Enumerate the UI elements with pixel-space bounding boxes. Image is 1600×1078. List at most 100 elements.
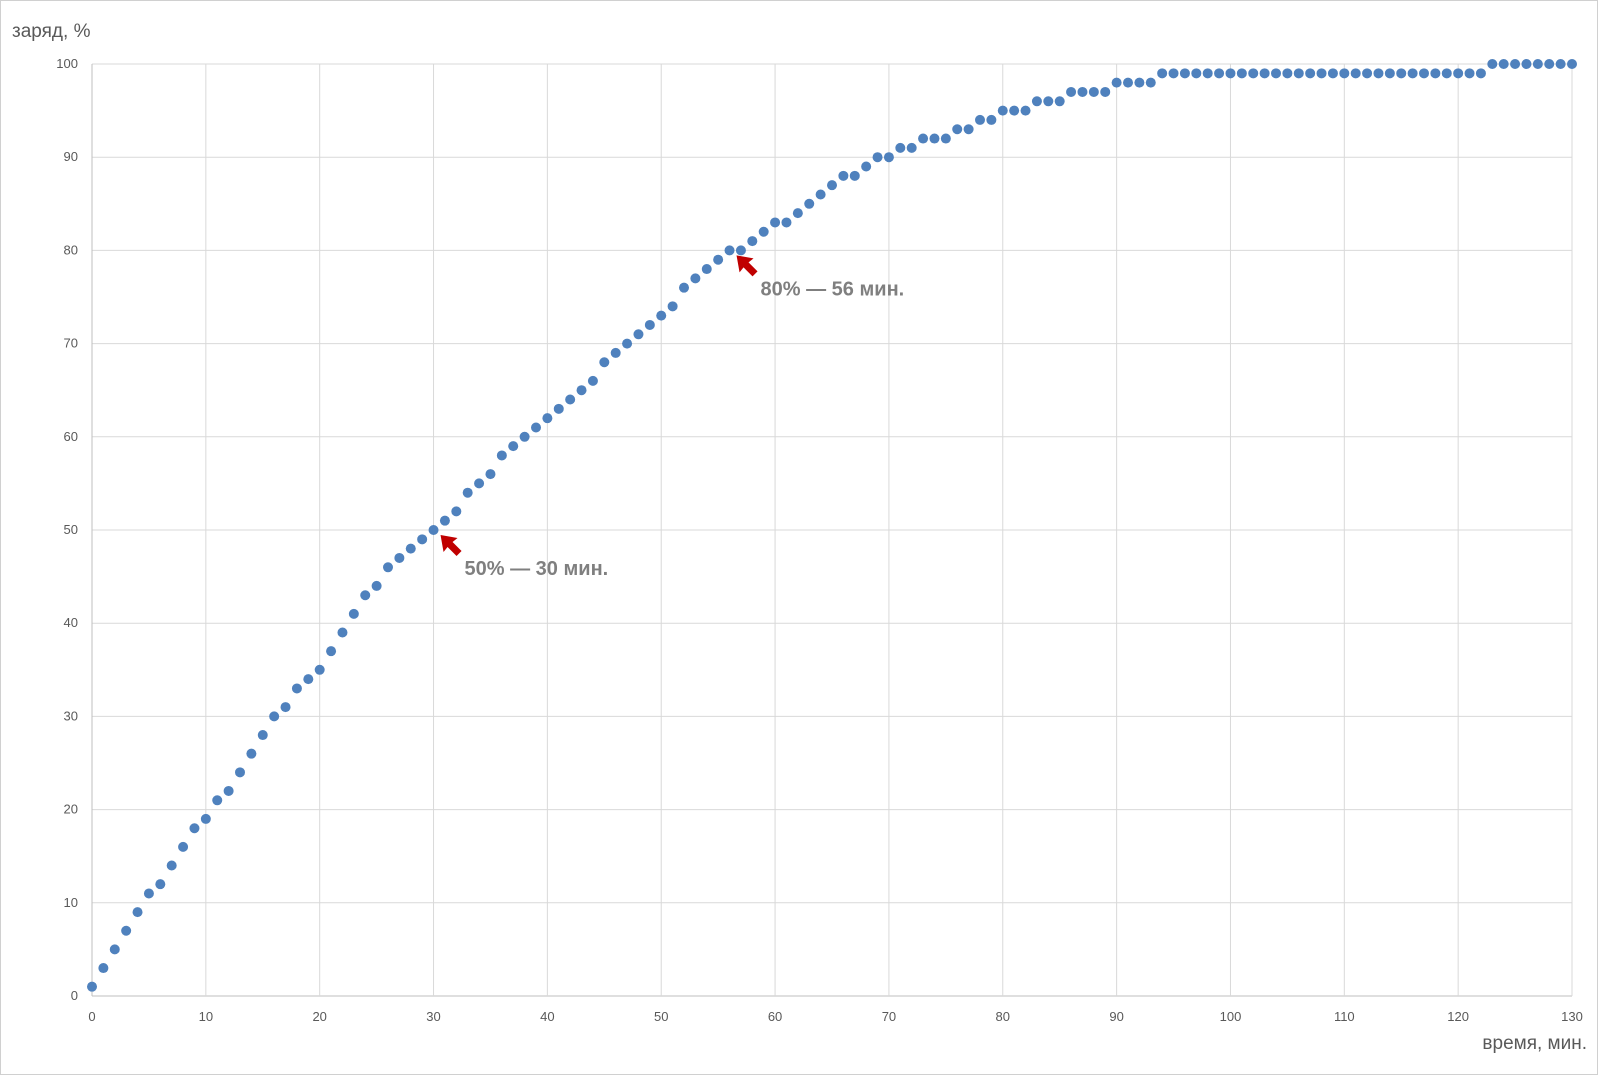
data-point	[178, 841, 189, 852]
data-point	[1407, 68, 1418, 79]
data-point	[1179, 68, 1190, 79]
data-point	[883, 152, 894, 163]
data-point	[98, 963, 109, 974]
annotation-arrow	[736, 255, 758, 277]
data-point	[781, 217, 792, 228]
data-point	[223, 785, 234, 796]
data-point	[1282, 68, 1293, 79]
data-point	[1077, 86, 1088, 97]
data-point	[417, 534, 428, 545]
annotations: 50% — 30 мин. 80% — 56 мин.	[440, 255, 905, 580]
data-point	[1373, 68, 1384, 79]
data-point	[1441, 68, 1452, 79]
data-point	[462, 487, 473, 498]
data-point	[1191, 68, 1202, 79]
data-point	[1350, 68, 1361, 79]
y-tick-label: 100	[56, 56, 78, 71]
data-point	[1043, 96, 1054, 107]
data-point	[1419, 68, 1429, 79]
data-point	[371, 580, 382, 591]
data-point	[895, 142, 906, 153]
data-point	[121, 925, 132, 936]
data-point	[1214, 68, 1225, 79]
data-point	[1157, 68, 1168, 79]
data-point	[451, 506, 462, 517]
data-point	[1111, 77, 1122, 88]
data-point	[553, 403, 564, 414]
data-point	[1305, 68, 1316, 79]
x-tick-label: 70	[882, 1009, 896, 1024]
data-point	[439, 515, 450, 526]
data-point	[508, 441, 519, 452]
data-point	[758, 226, 769, 237]
data-point	[644, 319, 655, 330]
data-point	[1327, 68, 1338, 79]
x-tick-label: 10	[199, 1009, 213, 1024]
data-point	[519, 431, 530, 442]
data-point	[1168, 68, 1179, 79]
data-point	[496, 450, 507, 461]
x-tick-label: 40	[540, 1009, 554, 1024]
data-point	[303, 674, 314, 685]
y-tick-label: 20	[64, 802, 78, 817]
y-tick-label: 10	[64, 895, 78, 910]
data-point	[1475, 68, 1486, 79]
data-point	[1316, 68, 1327, 79]
data-point	[1020, 105, 1031, 116]
data-point	[997, 105, 1008, 116]
data-point	[940, 133, 951, 144]
data-point	[1384, 68, 1395, 79]
data-point	[189, 823, 200, 834]
data-point	[348, 608, 359, 619]
x-tick-label: 120	[1447, 1009, 1469, 1024]
data-point	[952, 124, 963, 135]
data-point	[1532, 59, 1543, 69]
data-point	[326, 646, 337, 657]
data-point	[906, 142, 917, 153]
data-point	[531, 422, 541, 433]
data-point	[314, 664, 325, 675]
data-point	[1145, 77, 1156, 88]
data-point	[1521, 59, 1532, 69]
data-point	[679, 282, 689, 293]
data-point	[1225, 68, 1236, 79]
data-point	[975, 114, 985, 125]
data-point	[1100, 86, 1111, 97]
x-tick-label: 20	[312, 1009, 326, 1024]
x-tick-label: 0	[88, 1009, 95, 1024]
data-point	[87, 981, 97, 992]
data-point	[1567, 59, 1577, 69]
data-point	[394, 552, 405, 563]
data-point	[827, 180, 837, 191]
y-tick-label: 70	[64, 336, 78, 351]
data-point	[383, 562, 393, 573]
data-point	[1510, 59, 1521, 69]
data-point	[1271, 68, 1281, 79]
x-tick-label: 130	[1561, 1009, 1583, 1024]
data-point	[770, 217, 781, 228]
data-point	[861, 161, 872, 172]
data-point	[280, 702, 291, 713]
x-tick-label: 30	[426, 1009, 440, 1024]
data-point	[143, 888, 154, 899]
data-point	[485, 469, 496, 480]
annotation-label: 80% — 56 мин.	[761, 278, 905, 300]
data-point	[235, 767, 245, 778]
data-point	[929, 133, 940, 144]
y-tick-label: 30	[64, 708, 78, 723]
x-tick-label: 80	[996, 1009, 1010, 1024]
data-point	[622, 338, 633, 349]
data-point	[474, 478, 485, 489]
data-point	[633, 329, 644, 340]
data-point	[269, 711, 280, 722]
data-point	[1259, 68, 1270, 79]
x-tick-label: 50	[654, 1009, 668, 1024]
data-point	[1054, 96, 1065, 107]
data-point	[1430, 68, 1441, 79]
data-point	[667, 301, 678, 312]
data-point	[724, 245, 735, 256]
data-point	[360, 590, 371, 601]
x-tick-label: 60	[768, 1009, 782, 1024]
y-tick-label: 0	[71, 988, 78, 1003]
